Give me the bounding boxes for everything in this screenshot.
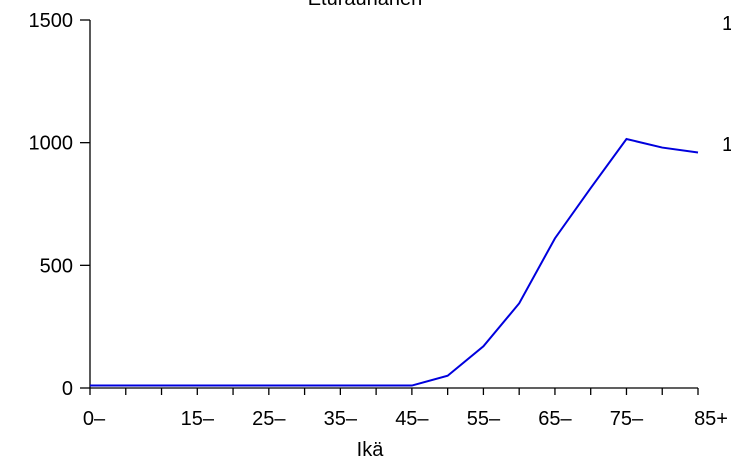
x-tick-label: 25– [252,408,286,430]
series-line-0 [90,137,699,387]
y-tick-label: 1000 [29,133,74,155]
x-tick-label: 65– [538,408,572,430]
right-axis-label-top: 1 [722,13,731,35]
y-tick-label: 500 [40,255,73,277]
right-axis-label-middle: 1 [722,134,731,156]
x-tick-label: 85+ [694,408,728,430]
y-tick-label: 0 [62,378,73,400]
x-axis: 0– 15– 25– 35– 45– 55– 65– 75– 85+ [83,387,728,430]
x-tick-label: 0– [83,408,106,430]
x-tick-label: 15– [181,408,215,430]
chart-title: Eturauhanen [308,0,423,10]
y-tick-label: 1500 [29,10,74,32]
x-tick-label: 55– [467,408,501,430]
x-tick-label: 45– [395,408,429,430]
x-tick-label: 35– [324,408,358,430]
x-tick-label: 75– [610,408,644,430]
x-axis-label: Ikä [357,439,385,459]
y-axis: 0 500 1000 1500 [29,10,91,400]
